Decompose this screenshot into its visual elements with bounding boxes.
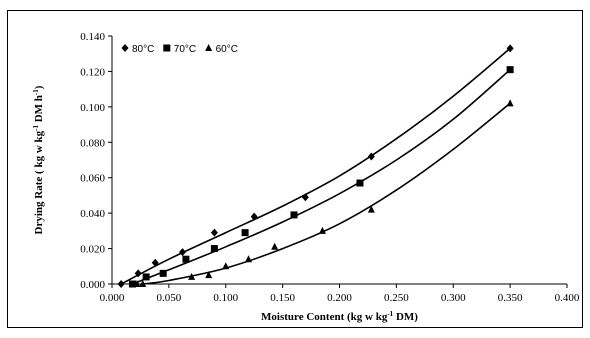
data-point-diamond — [250, 212, 258, 221]
legend-marker-diamond — [121, 44, 129, 52]
data-point-diamond — [506, 44, 514, 53]
data-point-diamond — [367, 152, 375, 161]
data-point-square — [142, 273, 150, 281]
x-axis-label: Moisture Content (kg w kg-1 DM) — [261, 310, 418, 323]
chart-frame — [7, 10, 583, 328]
legend-marker-square — [163, 44, 171, 52]
data-point-diamond — [179, 248, 187, 257]
data-point-diamond — [134, 269, 142, 278]
x-tick-label: 0.100 — [213, 292, 238, 304]
data-point-triangle — [133, 280, 141, 287]
data-point-diamond — [117, 280, 125, 288]
data-point-triangle — [188, 272, 196, 280]
legend-label: 70°C — [174, 44, 196, 55]
x-tick-label: 0.200 — [327, 292, 352, 304]
x-axis-ticks: 0.000 0.050 0.100 0.150 0.200 0.250 0.300 0.350… — [100, 284, 580, 304]
data-point-diamond — [210, 228, 218, 237]
data-point-square — [128, 280, 136, 288]
legend-marker-triangle — [205, 44, 213, 51]
x-tick-label: 0.400 — [555, 292, 580, 304]
legend-label: 60°C — [216, 44, 238, 55]
x-tick-label: 0.350 — [498, 292, 523, 304]
legend-label: 80°C — [132, 44, 154, 55]
data-point-triangle — [367, 205, 375, 213]
fit-curves — [120, 47, 511, 285]
data-point-diamond — [151, 258, 159, 267]
y-tick-label: 0.120 — [80, 66, 105, 78]
y-tick-label: 0.140 — [80, 31, 105, 43]
x-tick-label: 0.250 — [384, 292, 409, 304]
data-point-square — [356, 179, 364, 187]
data-point-triangle — [506, 99, 514, 107]
fit-curve-square — [132, 69, 511, 285]
data-point-triangle — [222, 262, 230, 270]
data-markers — [117, 44, 514, 288]
x-tick-label: 0.000 — [100, 292, 125, 304]
y-tick-label: 0.060 — [80, 173, 105, 185]
x-tick-label: 0.300 — [441, 292, 466, 304]
y-axis-ticks: 0.000 0.020 0.040 0.060 0.080 0.100 0.120 0.140 — [80, 31, 112, 291]
fit-curve-triangle — [142, 102, 511, 285]
x-tick-label: 0.150 — [270, 292, 295, 304]
data-point-square — [506, 66, 514, 74]
y-tick-label: 0.040 — [80, 208, 105, 220]
data-point-square — [241, 229, 249, 237]
data-point-square — [210, 245, 218, 253]
data-point-diamond — [301, 193, 309, 202]
data-point-triangle — [318, 226, 326, 234]
legend: 80°C 70°C 60°C — [121, 44, 238, 55]
y-tick-label: 0.100 — [80, 102, 105, 114]
data-point-square — [290, 211, 298, 219]
data-point-triangle — [205, 271, 213, 279]
y-axis-label: Drying Rate ( kg w kg-1 DM h-1) — [32, 85, 45, 234]
fit-curve-diamond — [120, 47, 511, 285]
data-point-triangle — [271, 242, 279, 250]
y-tick-label: 0.080 — [80, 137, 105, 149]
data-point-square — [159, 269, 167, 277]
data-point-triangle — [139, 280, 147, 287]
y-tick-label: 0.020 — [80, 244, 105, 256]
data-point-triangle — [245, 255, 252, 263]
y-tick-label: 0.000 — [80, 279, 105, 291]
data-point-square — [182, 255, 190, 263]
x-tick-label: 0.050 — [157, 292, 182, 304]
